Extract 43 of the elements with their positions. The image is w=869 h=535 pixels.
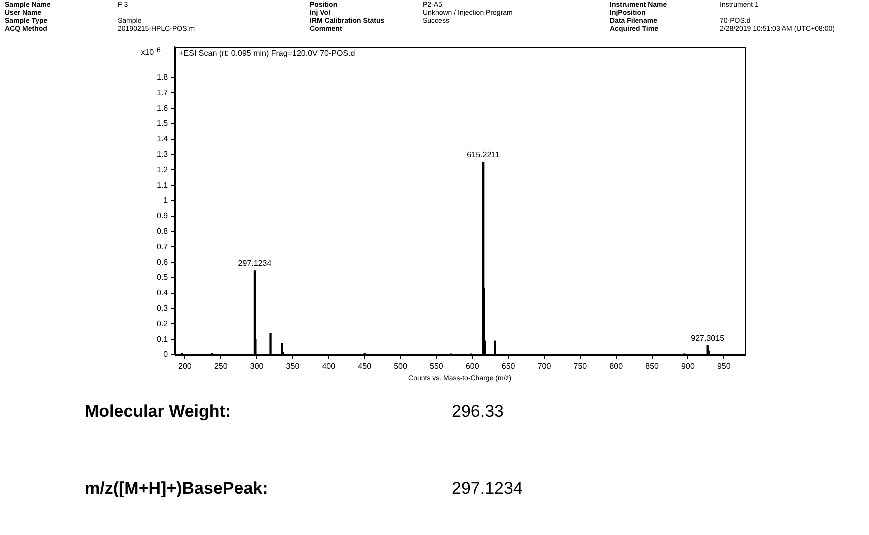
x-tick-label: 450 (358, 362, 372, 372)
y-tick-label: 1.7 (156, 88, 169, 98)
y-tick-label: 0.4 (156, 288, 169, 298)
text: 297.1234 (452, 479, 523, 499)
y-tick-label: 1.1 (156, 180, 169, 190)
y-tick-label: 0.2 (156, 319, 169, 328)
x-tick-label: 550 (430, 362, 444, 372)
y-tick-label: 0.9 (156, 212, 169, 221)
x-tick-label: 350 (286, 362, 300, 372)
x-tick-label: 650 (502, 362, 516, 372)
y-tick-label: 1.2 (156, 165, 169, 174)
y-tick-label: 0.3 (156, 304, 169, 314)
annotation: 927.3015 (691, 334, 726, 343)
y-tick-label: 0.5 (156, 273, 169, 282)
x-tick-label: 250 (214, 362, 228, 372)
x-tick-label: 400 (322, 362, 336, 372)
text: 296.33 (452, 402, 504, 422)
y-tick-label: 0 (164, 350, 169, 360)
x-tick-label: 500 (394, 362, 408, 372)
text: Molecular Weight: (85, 402, 232, 422)
chart-subtitle: +ESI Scan (rt: 0.095 min) Frag=120.0V 70-POS.d (179, 49, 356, 58)
y-tick-label: 1.6 (156, 104, 169, 113)
y-tick-label: 1.5 (156, 119, 169, 128)
y-tick-label: 0.8 (156, 227, 169, 236)
y-tick-label: 1.3 (156, 150, 169, 160)
y-tick-label: 0.7 (156, 242, 169, 252)
annotation: 615.2211 (467, 150, 501, 160)
x-tick-label: 850 (646, 362, 660, 372)
y-tick-label: 0.6 (156, 258, 169, 267)
x-tick-label: 300 (250, 362, 264, 372)
y-tick-label: 1 (164, 196, 169, 206)
x-tick-label: 600 (466, 362, 480, 372)
x-tick-label: 750 (574, 362, 588, 372)
x-tick-label: 800 (610, 362, 624, 372)
x-tick-label: 950 (717, 362, 732, 372)
text: m/z([M+H]+)BasePeak: (85, 479, 268, 499)
x-tick-label: 200 (178, 362, 192, 372)
y-tick-label: 1.4 (156, 134, 169, 144)
y-tick-label: 0.1 (156, 334, 169, 344)
annotation: 297.1234 (238, 259, 272, 268)
x-tick-label: 900 (682, 362, 696, 372)
y-tick-label: 1.8 (156, 73, 169, 82)
x-tick-label: 700 (538, 362, 552, 372)
